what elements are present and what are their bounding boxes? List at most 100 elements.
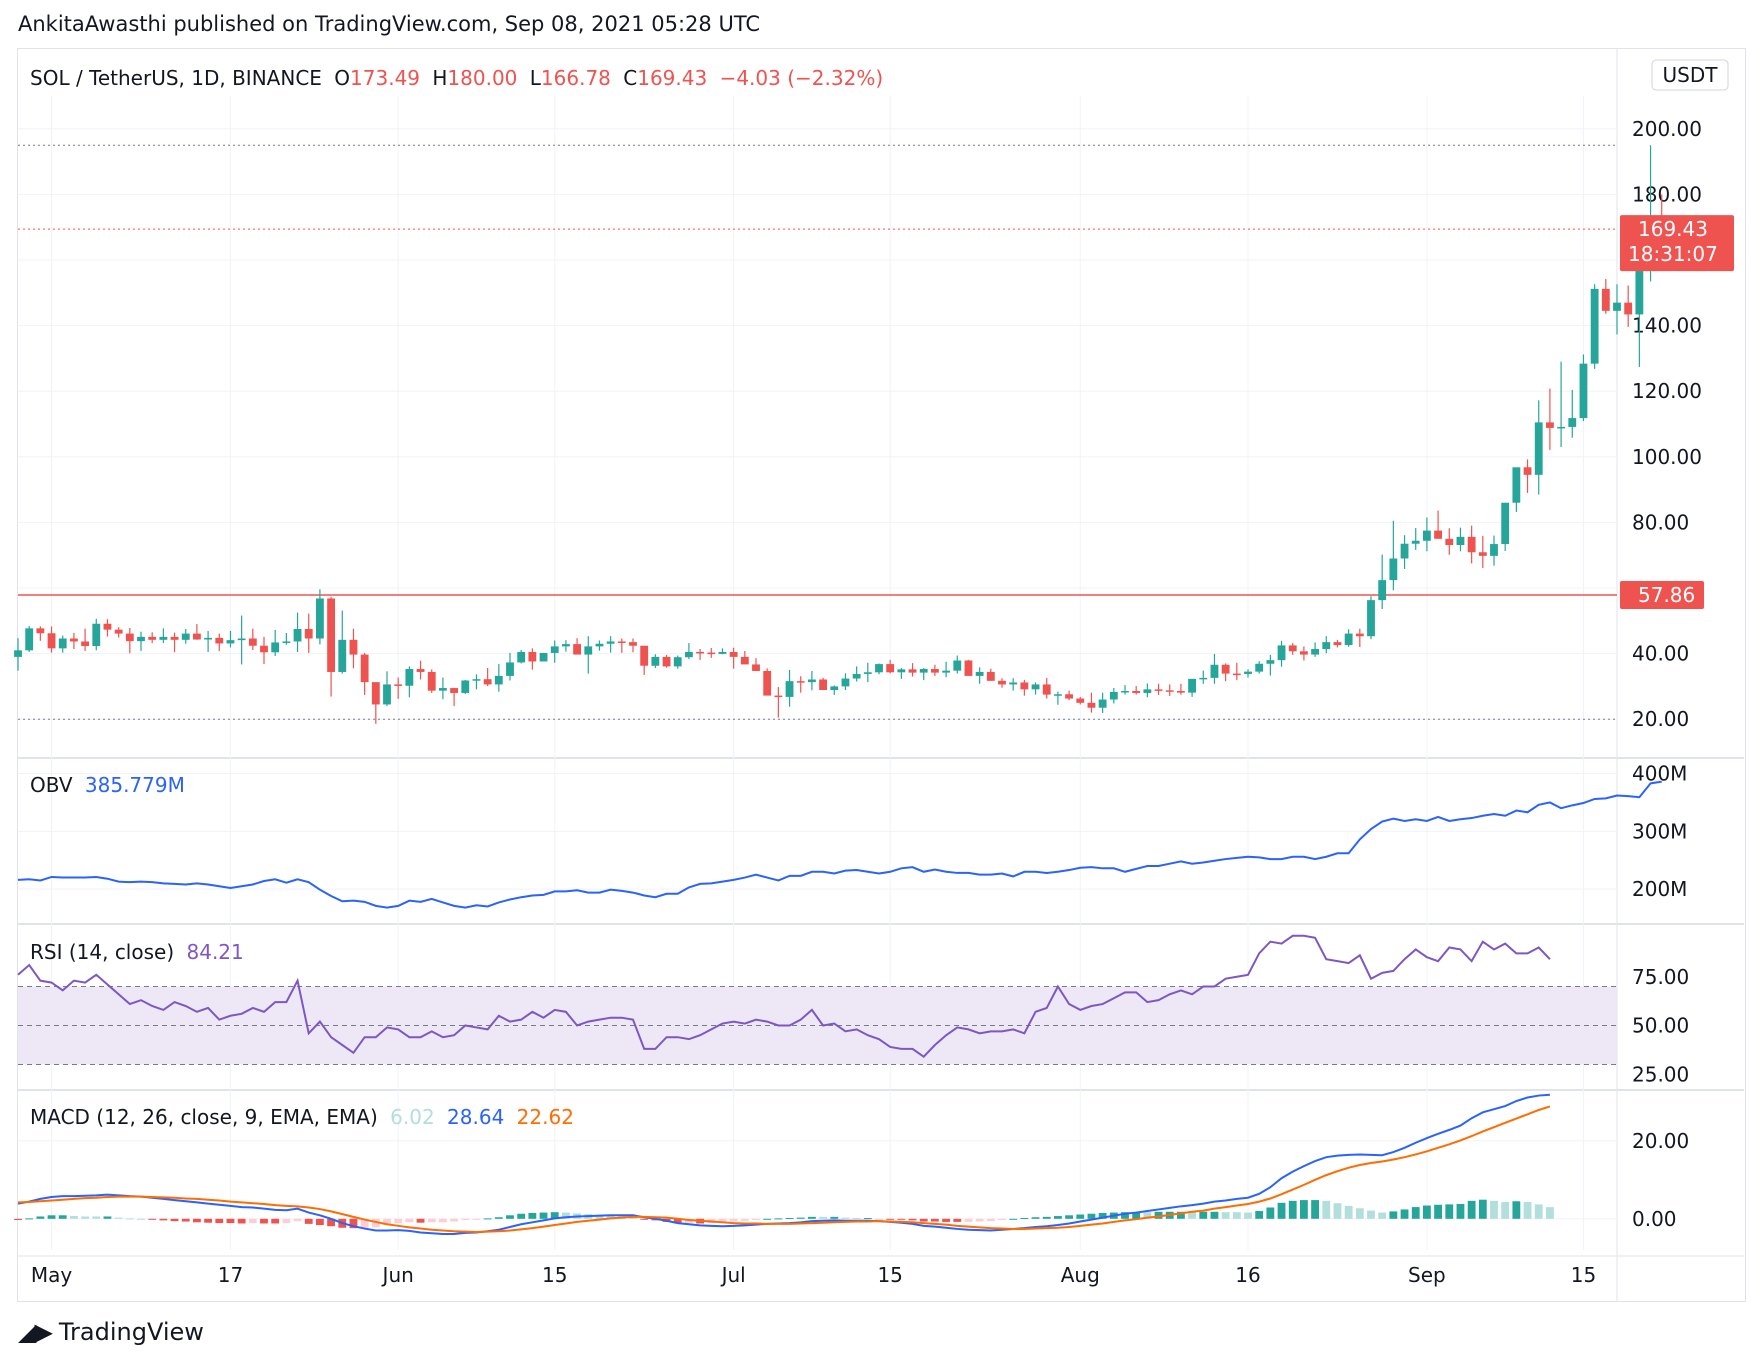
rsi-line[interactable] (17, 934, 1551, 1059)
candle-body[interactable] (964, 660, 973, 676)
currency-button[interactable] (1651, 59, 1729, 91)
candle-body[interactable] (148, 636, 157, 640)
candle-body[interactable] (1501, 502, 1510, 545)
candle-body[interactable] (1121, 690, 1129, 693)
candle-body[interactable] (1590, 288, 1599, 364)
candle-body[interactable] (14, 650, 22, 657)
candle-body[interactable] (58, 638, 67, 649)
candle-body[interactable] (181, 633, 190, 640)
candle-body[interactable] (684, 651, 693, 658)
candle-body[interactable] (819, 679, 828, 691)
candle-body[interactable] (1545, 422, 1554, 428)
candle-body[interactable] (360, 654, 369, 683)
candle-body[interactable] (763, 670, 772, 696)
candle-body[interactable] (1288, 645, 1297, 652)
candle-body[interactable] (1098, 699, 1107, 708)
candle-body[interactable] (1613, 302, 1621, 311)
candle-body[interactable] (897, 669, 906, 673)
macd-name[interactable]: MACD (12, 26, close, 9, EMA, EMA) (30, 1105, 378, 1129)
candle-body[interactable] (47, 633, 56, 649)
candle-body[interactable] (640, 645, 649, 666)
candle-body[interactable] (696, 651, 705, 654)
candle-body[interactable] (170, 636, 179, 640)
candle-body[interactable] (1087, 702, 1096, 708)
candle-body[interactable] (349, 639, 358, 655)
candle-body[interactable] (315, 598, 324, 639)
candle-body[interactable] (1165, 690, 1174, 692)
candle-body[interactable] (1132, 690, 1141, 693)
candle-body[interactable] (1053, 694, 1062, 696)
candle-body[interactable] (785, 681, 794, 697)
candle-body[interactable] (438, 688, 447, 691)
candle-body[interactable] (1422, 530, 1431, 541)
candle-body[interactable] (1065, 694, 1074, 699)
candle-body[interactable] (405, 669, 414, 686)
candle-body[interactable] (260, 645, 268, 653)
candle-body[interactable] (103, 623, 112, 630)
candle-body[interactable] (629, 642, 637, 646)
candle-body[interactable] (1579, 363, 1588, 419)
candle-body[interactable] (293, 629, 302, 642)
candle-body[interactable] (237, 638, 246, 641)
candle-body[interactable] (461, 680, 470, 693)
candle-body[interactable] (1557, 426, 1566, 429)
candle-body[interactable] (718, 651, 727, 654)
candle-body[interactable] (550, 646, 559, 653)
candle-body[interactable] (606, 641, 615, 644)
candle-body[interactable] (248, 638, 257, 646)
candle-body[interactable] (159, 636, 168, 640)
candle-body[interactable] (226, 640, 235, 644)
candle-body[interactable] (416, 669, 425, 672)
candle-body[interactable] (1635, 253, 1644, 315)
candle-body[interactable] (1355, 633, 1364, 637)
candle-body[interactable] (25, 628, 34, 651)
candle-body[interactable] (1400, 543, 1409, 559)
candle-body[interactable] (1568, 418, 1577, 427)
candle-body[interactable] (942, 670, 951, 673)
candle-body[interactable] (908, 669, 917, 673)
candle-body[interactable] (774, 695, 783, 698)
candle-body[interactable] (204, 637, 213, 640)
candle-body[interactable] (651, 656, 660, 666)
candle-body[interactable] (1411, 540, 1420, 544)
candle-body[interactable] (1020, 682, 1029, 690)
candle-body[interactable] (1534, 422, 1543, 475)
candle-body[interactable] (662, 656, 671, 667)
candle-body[interactable] (1210, 664, 1219, 678)
candle-body[interactable] (338, 639, 347, 672)
candle-body[interactable] (752, 664, 760, 671)
candle-body[interactable] (886, 664, 895, 673)
candle-body[interactable] (1512, 467, 1521, 503)
candle-body[interactable] (1199, 677, 1208, 680)
candle-body[interactable] (830, 686, 839, 691)
candle-body[interactable] (740, 656, 749, 665)
candle-body[interactable] (1188, 678, 1197, 693)
candle-body[interactable] (1624, 302, 1633, 315)
candle-body[interactable] (852, 673, 861, 679)
candle-body[interactable] (1322, 642, 1331, 650)
candle-body[interactable] (215, 637, 224, 644)
candle-body[interactable] (1277, 645, 1286, 661)
candle-body[interactable] (304, 629, 313, 639)
candle-body[interactable] (673, 657, 682, 667)
candle-body[interactable] (36, 628, 45, 634)
candle-body[interactable] (1523, 467, 1532, 475)
candle-body[interactable] (707, 652, 716, 655)
candle-body[interactable] (327, 598, 336, 672)
obv-name[interactable]: OBV (30, 773, 73, 797)
candle-body[interactable] (427, 671, 436, 691)
symbol-title[interactable]: SOL / TetherUS, 1D, BINANCE (30, 66, 322, 90)
candle-body[interactable] (1076, 698, 1085, 703)
candle-body[interactable] (573, 644, 582, 655)
candle-body[interactable] (1009, 682, 1018, 685)
candle-body[interactable] (92, 623, 101, 647)
candle-body[interactable] (1232, 673, 1241, 676)
candle-body[interactable] (1109, 691, 1118, 700)
candle-body[interactable] (930, 669, 939, 673)
candle-body[interactable] (125, 633, 134, 642)
candle-body[interactable] (450, 688, 459, 693)
candle-body[interactable] (1255, 663, 1264, 672)
candle-body[interactable] (1221, 664, 1230, 674)
candle-body[interactable] (1344, 633, 1353, 646)
